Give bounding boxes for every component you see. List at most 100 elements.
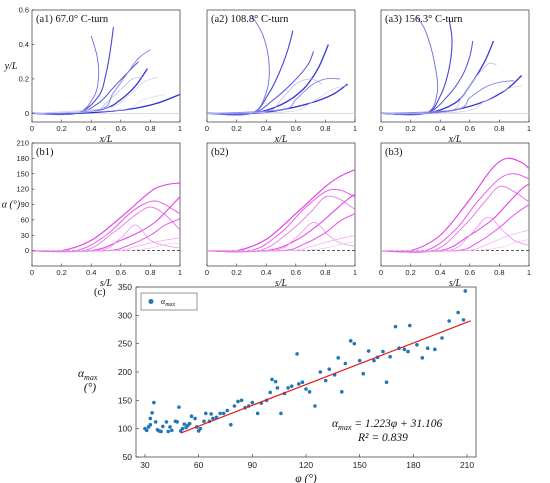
- scatter-point: [148, 422, 153, 427]
- scatter-point: [352, 341, 357, 346]
- panel-title: (b3): [385, 147, 403, 158]
- y-tick-label: 210: [16, 139, 29, 148]
- series-line-8: [31, 242, 181, 252]
- plot-frame: [31, 142, 181, 267]
- x-tick-label: 90: [248, 460, 258, 470]
- scatter-point: [461, 318, 466, 322]
- scatter-point: [463, 289, 468, 293]
- scatter-point: [313, 404, 317, 408]
- panel-title: (a3) 156.3° C-turn: [385, 14, 463, 25]
- scatter-point: [402, 347, 407, 352]
- x-tick-label: 0.4: [86, 124, 96, 133]
- series-line-8: [206, 241, 356, 252]
- series-line-8: [380, 239, 530, 252]
- series-line-8: [206, 85, 348, 114]
- x-tick-label: 0.4: [261, 268, 271, 277]
- x-tick-label: 0.2: [405, 124, 415, 133]
- x-axis-label: s/L: [449, 278, 462, 289]
- x-tick-label: 0.8: [320, 268, 330, 277]
- r-squared: R² = 0.839: [357, 432, 408, 444]
- y-tick-label: 90: [21, 200, 29, 209]
- x-tick-label: 0.8: [145, 124, 155, 133]
- scatter-point: [236, 399, 240, 404]
- legend-marker: [148, 299, 154, 304]
- scatter-point: [152, 400, 156, 405]
- x-tick-label: 0.2: [405, 268, 415, 277]
- scatter-point: [153, 420, 158, 424]
- panel-title: (b1): [36, 147, 54, 158]
- x-tick-label: 1: [178, 124, 182, 133]
- scatter-point: [420, 356, 425, 360]
- scatter-point: [343, 361, 348, 366]
- x-tick-label: 0: [379, 124, 383, 133]
- x-tick-label: 0.8: [320, 124, 330, 133]
- x-tick-label: 180: [406, 460, 420, 470]
- scatter-point: [239, 398, 244, 403]
- y-tick-label: 350: [118, 282, 132, 292]
- scatter-point: [393, 324, 398, 329]
- x-tick-label: 0: [379, 268, 383, 277]
- x-tick-label: 0.4: [86, 268, 96, 277]
- x-tick-label: 0.2: [231, 124, 241, 133]
- scatter-point: [159, 429, 163, 434]
- scatter-point: [357, 358, 362, 363]
- scatter-point: [180, 426, 185, 431]
- y-axis-label: αmax: [78, 368, 98, 382]
- y-tick-label: 150: [118, 395, 132, 405]
- scatter-point: [297, 382, 301, 386]
- y-tick-label: 200: [118, 367, 132, 377]
- x-axis-label: s/L: [100, 278, 113, 289]
- y-axis-label: α (°): [2, 200, 21, 211]
- x-tick-label: 30: [140, 460, 150, 470]
- x-tick-label: 0: [30, 124, 34, 133]
- scatter-point: [300, 380, 305, 385]
- scatter-point: [415, 343, 419, 347]
- panel-b3: 0 0.2 0.4 0.6 0.8 1 (b3) s/L: [379, 142, 531, 289]
- legend-box: [140, 292, 198, 311]
- scatter-point: [189, 414, 194, 419]
- x-tick-label: 1: [353, 124, 357, 133]
- x-tick-label: 120: [299, 460, 313, 470]
- scatter-point: [161, 424, 165, 429]
- panel-b1: 0 0.2 0.4 0.6 0.8 1 0 30 60 90 120 150 180 210 (b1) s/L…: [2, 139, 182, 290]
- x-axis-label: s/L: [275, 278, 288, 289]
- series-line-7: [380, 80, 515, 114]
- scatter-point: [275, 386, 280, 390]
- scatter-point: [318, 370, 323, 374]
- scatter-point: [175, 420, 179, 424]
- panel-a3: 0 0.2 0.4 0.6 0.8 1 (a3) 156.3° C-turn x/L: [379, 9, 531, 145]
- scatter-point: [148, 416, 153, 421]
- scatter-point: [323, 378, 328, 383]
- plot-frame: [135, 286, 477, 458]
- series-line-6: [206, 78, 323, 114]
- scatter-point: [218, 411, 222, 416]
- x-tick-label: 150: [353, 460, 367, 470]
- y-tick-label: 300: [118, 310, 132, 320]
- y-tick-label: 0.6: [19, 6, 29, 15]
- x-axis-label: φ (°): [295, 473, 317, 483]
- y-tick-label: 0: [25, 109, 29, 118]
- fit-line: [180, 320, 471, 434]
- scatter-point: [304, 387, 308, 391]
- y-tick-label: 120: [16, 185, 29, 194]
- x-tick-label: 0.2: [231, 268, 241, 277]
- series-line-5: [31, 35, 100, 116]
- scatter-point: [381, 349, 385, 354]
- plot-frame: [206, 142, 356, 267]
- fit-equation: αmax = 1.223φ + 31.106: [332, 418, 443, 432]
- y-tick-label: 0: [25, 246, 29, 255]
- scatter-point: [166, 429, 171, 434]
- x-tick-label: 0.6: [291, 268, 301, 277]
- scatter-point: [339, 390, 344, 394]
- scatter-point: [388, 354, 392, 359]
- scatter-point: [268, 390, 273, 395]
- scatter-point: [425, 346, 430, 351]
- scatter-point: [202, 419, 206, 424]
- scatter-point: [289, 384, 294, 388]
- series-line-7: [206, 77, 341, 114]
- scatter-point: [295, 352, 299, 356]
- y-tick-label: 60: [21, 215, 29, 224]
- scatter-point: [456, 310, 460, 315]
- scatter-point: [406, 349, 410, 354]
- x-tick-label: 0.2: [56, 268, 66, 277]
